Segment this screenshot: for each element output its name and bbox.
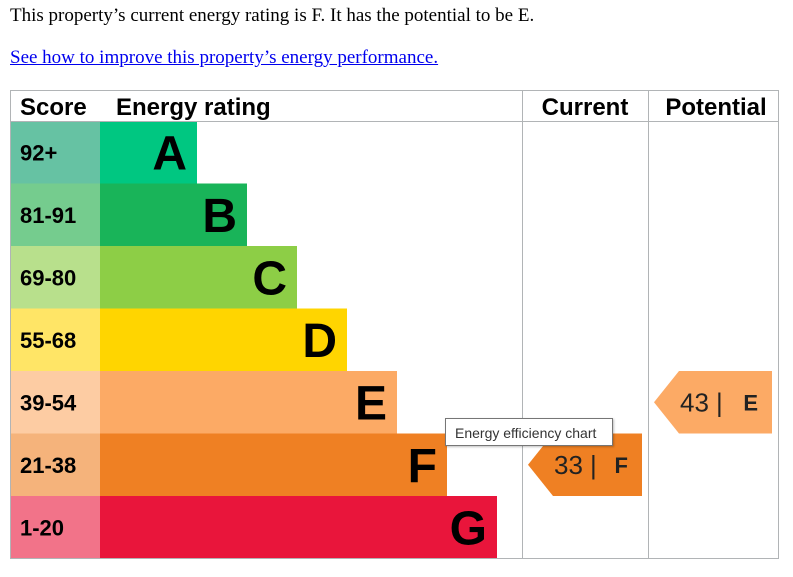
current-rating-letter: F <box>615 453 628 478</box>
band-d-score-label: 55-68 <box>20 328 76 353</box>
band-a-score-cell <box>11 121 100 184</box>
band-c: 69-80 C <box>11 246 297 309</box>
band-b-score-cell <box>11 183 100 246</box>
rating-bands: 92+ A 81-91 B 69-80 C 55-68 D 39-54 E 21-38 F 1-20 G <box>11 121 497 559</box>
band-c-bar <box>100 246 297 309</box>
band-e-score-cell <box>11 371 100 434</box>
band-b-letter: B <box>202 190 237 243</box>
chart-tooltip: Energy efficiency chart <box>445 418 613 446</box>
band-e-score-label: 39-54 <box>20 390 77 415</box>
band-g: 1-20 G <box>11 496 497 559</box>
table-border <box>10 90 779 559</box>
band-g-score-label: 1-20 <box>20 515 64 540</box>
current-separator: | <box>590 450 597 480</box>
header-row: Score Energy rating Current Potential <box>20 94 767 121</box>
band-f: 21-38 F <box>11 433 447 496</box>
band-a-letter: A <box>152 127 187 180</box>
band-e: 39-54 E <box>11 371 397 434</box>
band-f-bar <box>100 433 447 496</box>
current-score-value: 33 <box>554 450 583 480</box>
rating-summary-text: This property’s current energy rating is… <box>10 5 535 26</box>
header-current: Current <box>542 94 629 121</box>
band-d-score-cell <box>11 308 100 371</box>
header-energy-rating: Energy rating <box>116 94 271 121</box>
header-score: Score <box>20 94 87 121</box>
potential-score-value: 43 <box>680 387 709 417</box>
potential-separator: | <box>716 387 723 417</box>
band-a: 92+ A <box>11 121 197 184</box>
band-b: 81-91 B <box>11 183 247 246</box>
band-g-score-cell <box>11 496 100 559</box>
band-c-score-label: 69-80 <box>20 265 76 290</box>
potential-arrow-shape <box>654 371 772 434</box>
band-d-letter: D <box>302 315 337 368</box>
band-c-letter: C <box>252 252 287 305</box>
band-f-score-label: 21-38 <box>20 453 76 478</box>
potential-rating-arrow: 43 | E <box>654 371 772 434</box>
band-f-letter: F <box>408 440 437 493</box>
band-d: 55-68 D <box>11 308 347 371</box>
current-arrow-shape <box>528 433 642 496</box>
header-potential: Potential <box>665 94 766 121</box>
improve-energy-link[interactable]: See how to improve this property’s energ… <box>10 47 439 68</box>
band-b-bar <box>100 183 247 246</box>
band-d-bar <box>100 308 347 371</box>
band-b-score-label: 81-91 <box>20 203 76 228</box>
band-e-bar <box>100 371 397 434</box>
band-g-letter: G <box>450 502 487 555</box>
band-e-letter: E <box>355 377 387 430</box>
potential-rating-letter: E <box>743 390 758 415</box>
current-rating-arrow: 33 | F <box>528 433 642 496</box>
table-grid <box>10 90 779 559</box>
rating-arrows: 33 | F43 | E <box>528 371 772 496</box>
band-c-score-cell <box>11 246 100 309</box>
band-g-bar <box>100 496 497 559</box>
band-a-bar <box>100 121 197 184</box>
band-f-score-cell <box>11 433 100 496</box>
band-a-score-label: 92+ <box>20 140 57 165</box>
